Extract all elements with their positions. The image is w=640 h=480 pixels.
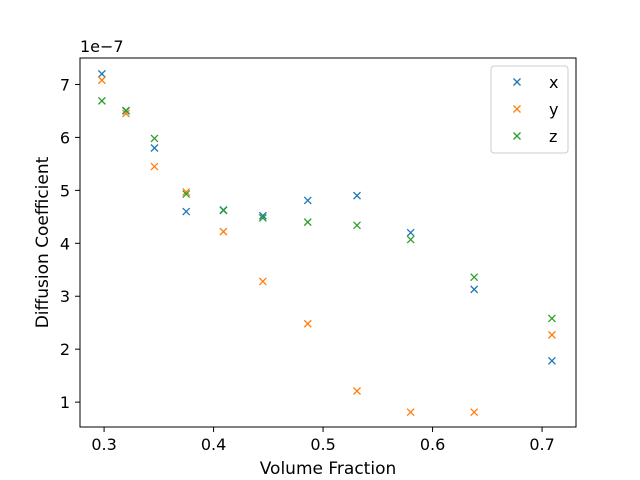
data-point-z-6 [303, 218, 312, 227]
y-axis-label: Diffusion Coefficient [33, 156, 53, 328]
data-point-x-0 [97, 69, 106, 78]
series-z [97, 96, 556, 323]
data-point-y-4 [219, 227, 228, 236]
data-point-z-2 [150, 134, 159, 143]
legend-marker-z [513, 132, 521, 140]
legend-label-z: z [549, 127, 557, 146]
data-point-x-10 [547, 356, 556, 365]
data-point-y-1 [122, 109, 130, 118]
y-tick-label: 6 [60, 128, 70, 147]
plot-frame [79, 57, 577, 428]
data-point-x-9 [470, 285, 479, 294]
data-point-y-2 [150, 162, 159, 171]
data-point-x-7 [353, 191, 361, 200]
y-tick-label: 1 [60, 393, 70, 412]
x-tick-label: 0.3 [91, 435, 116, 454]
x-tick-label: 0.6 [420, 435, 445, 454]
data-point-y-0 [97, 76, 106, 85]
series-y [97, 76, 556, 417]
legend-label-x: x [549, 73, 558, 92]
data-point-z-10 [547, 314, 556, 323]
data-point-y-5 [258, 277, 267, 286]
data-point-z-0 [97, 96, 106, 105]
data-points [97, 69, 556, 417]
legend: xyz [490, 65, 569, 154]
x-tick-label: 0.5 [310, 435, 335, 454]
y-tick-label: 3 [60, 287, 70, 306]
x-tick-label: 0.4 [201, 435, 226, 454]
x-tick-label: 0.7 [529, 435, 554, 454]
data-point-x-2 [150, 144, 159, 152]
legend-label-y: y [549, 100, 558, 119]
series-x [97, 69, 556, 365]
data-point-z-5 [258, 213, 267, 222]
y-tick-label: 2 [60, 340, 70, 359]
data-point-z-7 [353, 221, 361, 230]
legend-marker-y [513, 105, 521, 113]
legend-marker-x [513, 78, 521, 86]
data-point-z-4 [219, 205, 228, 214]
data-point-y-3 [182, 187, 191, 196]
data-point-x-3 [182, 207, 191, 216]
y-tick-label: 7 [60, 75, 70, 94]
y-axis-ticks: 1 2 3 4 5 6 7 [60, 75, 80, 412]
y-scale-label: 1e−7 [80, 37, 124, 56]
legend-box [490, 65, 569, 154]
y-tick-label: 4 [60, 234, 70, 253]
data-point-x-8 [406, 228, 415, 237]
data-point-y-6 [303, 319, 312, 328]
data-point-y-8 [406, 408, 415, 417]
data-point-y-9 [470, 408, 479, 417]
x-axis-label: Volume Fraction [260, 459, 397, 479]
data-point-x-6 [303, 196, 312, 205]
data-point-y-7 [353, 387, 361, 395]
data-point-y-10 [547, 330, 556, 339]
data-point-x-5 [258, 211, 267, 220]
data-point-z-3 [182, 190, 191, 199]
data-point-z-9 [470, 273, 479, 282]
data-point-z-8 [406, 235, 415, 244]
x-axis-ticks: 0.3 0.4 0.5 0.6 0.7 [91, 427, 555, 454]
data-point-z-1 [122, 106, 130, 115]
y-tick-label: 5 [60, 181, 70, 200]
